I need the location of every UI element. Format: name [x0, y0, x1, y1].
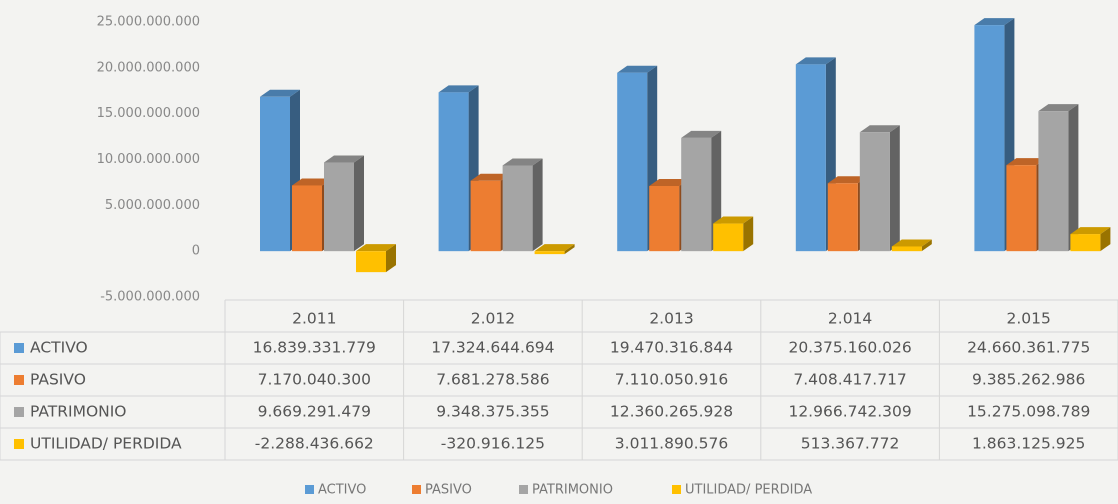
bar: [470, 180, 501, 252]
bar-top: [649, 178, 690, 186]
bar-top: [795, 57, 836, 65]
table-cell: 20.375.160.026: [788, 339, 911, 357]
bar: [324, 162, 354, 252]
legend-label: UTILIDAD/ PERDIDA: [685, 483, 812, 498]
table-cell: 3.011.890.576: [615, 435, 728, 453]
bar: [974, 25, 1005, 252]
x-tick-label: 2.011: [292, 310, 336, 328]
table-cell: 7.110.050.916: [615, 371, 728, 389]
legend-key: [14, 343, 24, 353]
legend-key: [305, 485, 314, 494]
bar: [260, 96, 290, 252]
bar-top: [260, 89, 300, 97]
bar-top: [470, 173, 511, 181]
y-tick-label: -5.000.000.000: [100, 290, 200, 305]
bar: [649, 185, 680, 252]
row-label: PATRIMONIO: [30, 403, 127, 421]
table-cell: 7.408.417.717: [793, 371, 906, 389]
bar: [534, 251, 565, 255]
legend-label: ACTIVO: [318, 483, 366, 498]
bar-top: [1006, 158, 1047, 166]
bar: [713, 223, 744, 252]
table-cell: 1.863.125.925: [972, 435, 1085, 453]
bar-top: [891, 239, 932, 247]
x-tick-label: 2.013: [649, 310, 693, 328]
legend-key: [519, 485, 528, 494]
bar: [438, 92, 469, 252]
legend-label: PATRIMONIO: [532, 483, 613, 498]
table-cell: 16.839.331.779: [253, 339, 376, 357]
y-tick-label: 10.000.000.000: [97, 152, 200, 167]
bar: [1038, 111, 1069, 252]
bar: [1070, 234, 1101, 252]
bar: [891, 246, 922, 252]
legend-key: [14, 407, 24, 417]
bar-top: [438, 85, 479, 93]
y-tick-label: 20.000.000.000: [97, 60, 200, 75]
bar-side: [1100, 227, 1111, 252]
legend-key: [412, 485, 421, 494]
table-cell: 24.660.361.775: [967, 339, 1090, 357]
bar-side: [386, 244, 396, 273]
table-cell: 17.324.644.694: [431, 339, 554, 357]
table-cell: 7.681.278.586: [436, 371, 549, 389]
y-tick-label: 0: [192, 244, 200, 259]
bar-top: [681, 130, 722, 138]
bar-side: [532, 158, 543, 252]
bar: [1006, 165, 1037, 252]
bar-top: [827, 176, 868, 184]
y-tick-label: 5.000.000.000: [105, 198, 200, 213]
table-cell: 9.669.291.479: [258, 403, 371, 421]
y-tick-label: 25.000.000.000: [97, 15, 200, 30]
bar-top: [859, 125, 900, 133]
legend-label: PASIVO: [425, 483, 472, 498]
bar-top: [713, 216, 754, 224]
bar: [292, 185, 322, 252]
table-cell: 12.966.742.309: [788, 403, 911, 421]
x-tick-label: 2.012: [471, 310, 515, 328]
bar-top: [1070, 227, 1111, 235]
legend-key: [14, 375, 24, 385]
bar-side: [564, 244, 575, 255]
bar-top: [617, 65, 658, 73]
table-cell: 15.275.098.789: [967, 403, 1090, 421]
table-cell: -320.916.125: [441, 435, 545, 453]
row-label: PASIVO: [30, 371, 86, 389]
bar: [356, 251, 386, 273]
bar-top: [356, 244, 396, 252]
bar-side: [921, 239, 932, 252]
bar-side: [1068, 104, 1079, 252]
row-label: UTILIDAD/ PERDIDA: [30, 435, 182, 453]
bar-side: [889, 125, 900, 252]
bar-top: [1038, 104, 1079, 112]
row-label: ACTIVO: [30, 339, 88, 357]
bar-side: [354, 155, 364, 252]
table-cell: -2.288.436.662: [255, 435, 374, 453]
bar: [827, 183, 858, 252]
bar-top: [324, 155, 364, 163]
bar-top: [292, 178, 332, 186]
table-cell: 9.348.375.355: [436, 403, 549, 421]
y-tick-label: 15.000.000.000: [97, 106, 200, 121]
x-tick-label: 2.015: [1007, 310, 1051, 328]
bar-top: [974, 18, 1015, 26]
bar: [617, 72, 648, 252]
table-cell: 9.385.262.986: [972, 371, 1085, 389]
bar: [681, 137, 712, 252]
table-cell: 513.367.772: [801, 435, 900, 453]
bar-top: [502, 158, 543, 166]
bar: [859, 132, 890, 252]
legend-key: [672, 485, 681, 494]
bar: [795, 64, 826, 252]
table-cell: 19.470.316.844: [610, 339, 733, 357]
bar-side: [743, 216, 754, 252]
bar: [502, 165, 533, 252]
table-cell: 12.360.265.928: [610, 403, 733, 421]
legend-key: [14, 439, 24, 449]
bar-top: [534, 244, 575, 252]
x-tick-label: 2.014: [828, 310, 872, 328]
table-cell: 7.170.040.300: [258, 371, 371, 389]
